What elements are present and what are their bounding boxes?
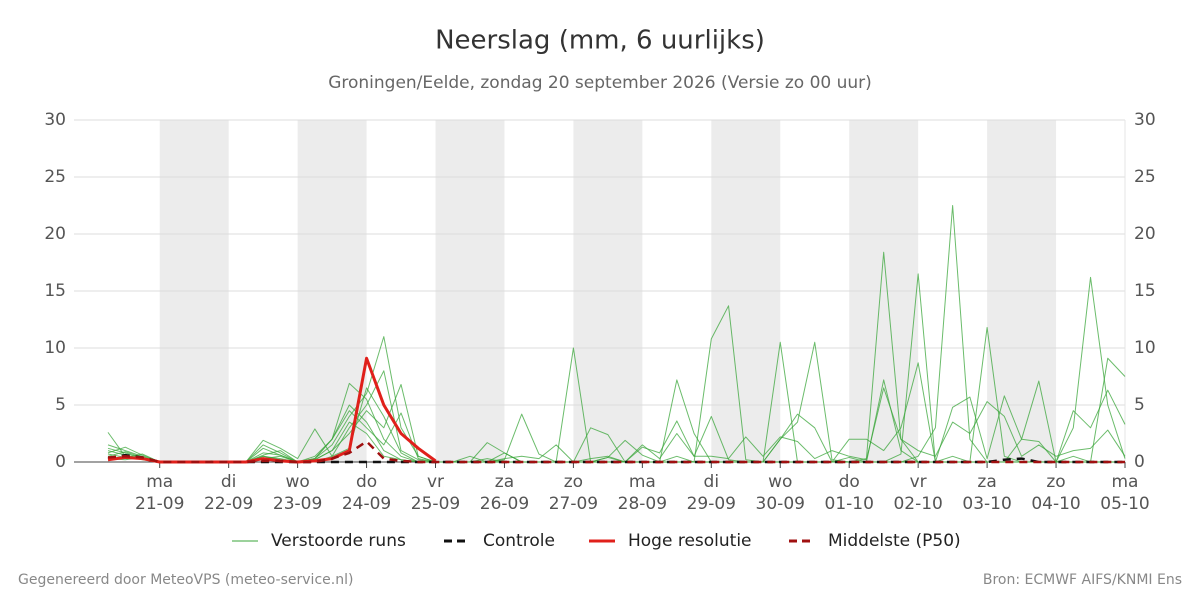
y-tick-label-right: 10 <box>1134 338 1156 358</box>
y-tick-label: 0 <box>55 452 66 472</box>
x-weekday-label: za <box>495 472 514 492</box>
x-tick-label: 21-09 <box>135 494 184 514</box>
y-tick-label-right: 0 <box>1134 452 1145 472</box>
x-tick-label: 05-10 <box>1100 494 1149 514</box>
y-tick-label-right: 30 <box>1134 110 1156 130</box>
chart-subtitle: Groningen/Eelde, zondag 20 september 202… <box>328 73 872 93</box>
x-weekday-label: di <box>221 472 237 492</box>
x-tick-label: 03-10 <box>962 494 1011 514</box>
x-weekday-label: do <box>356 472 377 492</box>
x-weekday-label: ma <box>146 472 173 492</box>
x-tick-label: 01-10 <box>825 494 874 514</box>
legend-label: Middelste (P50) <box>828 531 961 551</box>
x-weekday-label: za <box>977 472 996 492</box>
y-tick-label-right: 25 <box>1134 167 1156 187</box>
y-tick-label: 10 <box>44 338 66 358</box>
x-tick-label: 25-09 <box>411 494 460 514</box>
x-weekday-label: wo <box>285 472 309 492</box>
x-tick-label: 27-09 <box>549 494 598 514</box>
x-weekday-label: vr <box>910 472 927 492</box>
legend-label: Controle <box>483 531 555 551</box>
y-tick-label: 25 <box>44 167 66 187</box>
y-tick-label: 15 <box>44 281 66 301</box>
x-tick-label: 24-09 <box>342 494 391 514</box>
y-tick-label-right: 20 <box>1134 224 1156 244</box>
x-weekday-label: zo <box>564 472 583 492</box>
footer-left: Gegenereerd door MeteoVPS (meteo-service… <box>18 572 353 588</box>
x-weekday-label: vr <box>427 472 444 492</box>
x-tick-label: 30-09 <box>756 494 805 514</box>
legend-label: Verstoorde runs <box>271 531 406 551</box>
x-tick-label: 23-09 <box>273 494 322 514</box>
x-tick-label: 26-09 <box>480 494 529 514</box>
y-tick-label-right: 5 <box>1134 395 1145 415</box>
series-line <box>107 440 1125 464</box>
x-tick-label: 02-10 <box>893 494 942 514</box>
y-tick-label-right: 15 <box>1134 281 1156 301</box>
x-tick-label: 04-10 <box>1031 494 1080 514</box>
series-line <box>107 356 437 464</box>
x-tick-label: 22-09 <box>204 494 253 514</box>
x-tick-label: 28-09 <box>618 494 667 514</box>
y-tick-label: 30 <box>44 110 66 130</box>
x-weekday-label: di <box>704 472 720 492</box>
footer-right: Bron: ECMWF AIFS/KNMI Ens <box>983 572 1182 588</box>
y-tick-label: 5 <box>55 395 66 415</box>
x-weekday-label: zo <box>1046 472 1065 492</box>
x-tick-label: 29-09 <box>687 494 736 514</box>
ensemble-line <box>107 387 1126 463</box>
legend-label: Hoge resolutie <box>628 531 752 551</box>
x-weekday-label: ma <box>1112 472 1139 492</box>
x-weekday-label: ma <box>629 472 656 492</box>
chart-title: Neerslag (mm, 6 uurlijks) <box>435 26 765 56</box>
x-weekday-label: do <box>839 472 860 492</box>
y-tick-label: 20 <box>44 224 66 244</box>
x-weekday-label: wo <box>768 472 792 492</box>
